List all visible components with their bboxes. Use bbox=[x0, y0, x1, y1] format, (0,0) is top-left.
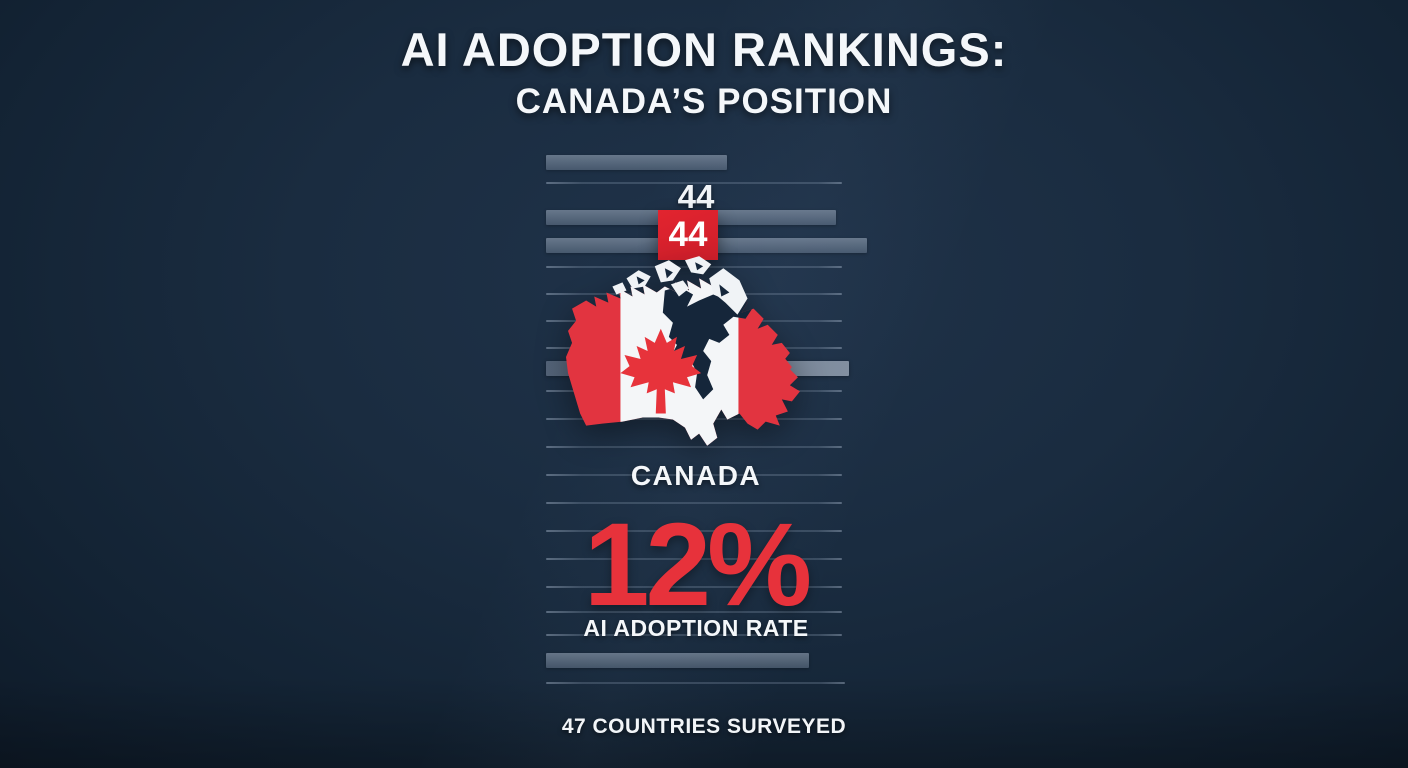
page-title: AI ADOPTION RANKINGS: CANADA’S POSITION bbox=[0, 26, 1408, 122]
ranking-row-line bbox=[546, 558, 842, 560]
ranking-row-bar bbox=[546, 653, 809, 668]
maple-leaf-icon bbox=[620, 328, 702, 414]
ranking-row-line bbox=[546, 611, 842, 613]
title-line-2: CANADA’S POSITION bbox=[515, 82, 893, 121]
country-label: CANADA bbox=[630, 460, 762, 491]
island-shadows bbox=[636, 262, 730, 297]
ranking-row-line bbox=[546, 182, 842, 184]
ranking-row-line bbox=[546, 530, 842, 532]
rank-number-label: 44 bbox=[677, 178, 715, 215]
hudson-bay-water bbox=[662, 286, 754, 400]
ranking-row-line bbox=[546, 634, 842, 636]
canada-flag-map bbox=[566, 256, 800, 446]
adoption-rate-caption: AI ADOPTION RATE bbox=[583, 615, 809, 641]
ranking-row-line bbox=[546, 474, 842, 476]
title-line-1: AI ADOPTION RANKINGS: bbox=[400, 23, 1008, 76]
ranking-row-line bbox=[546, 446, 842, 448]
countries-surveyed-note: 47 COUNTRIES SURVEYED bbox=[561, 715, 847, 738]
rank-badge: 44 bbox=[658, 210, 718, 260]
ranking-row-line bbox=[546, 682, 845, 684]
ranking-row-line bbox=[546, 586, 842, 588]
adoption-rate-value: 12% bbox=[583, 499, 812, 631]
ranking-row-line bbox=[546, 502, 842, 504]
ranking-row-bar bbox=[546, 155, 727, 170]
